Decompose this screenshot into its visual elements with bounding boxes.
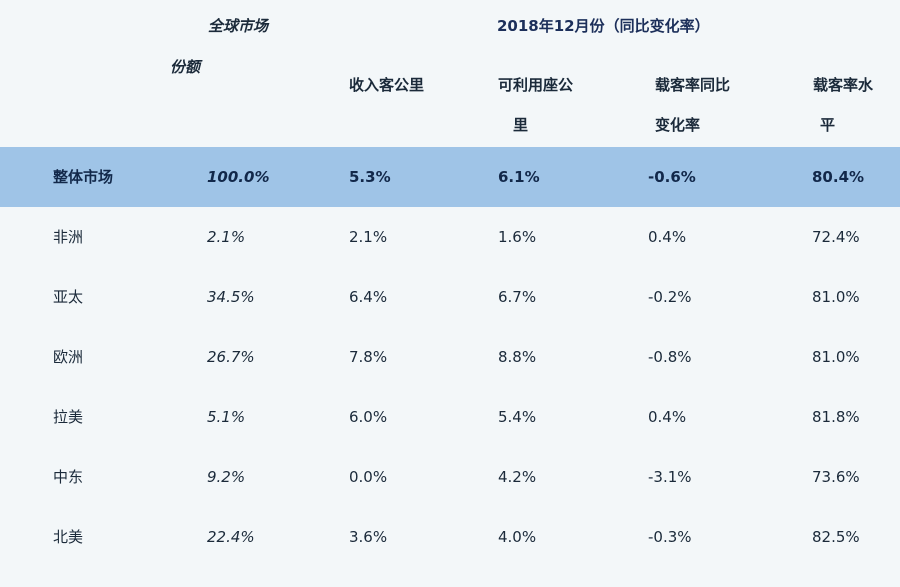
plf-cell: 81.0%	[812, 288, 860, 306]
plf-cell: 80.4%	[812, 168, 865, 186]
ask-cell: 8.8%	[498, 348, 537, 366]
ask-cell: 1.6%	[498, 228, 537, 246]
plf-cell: 81.8%	[812, 408, 860, 426]
region-cell: 亚太	[53, 288, 84, 306]
plf-cell: 73.6%	[812, 468, 860, 486]
share-cell: 26.7%	[207, 348, 255, 366]
rpk-cell: 0.0%	[349, 468, 388, 486]
plf-cell: 81.0%	[812, 348, 860, 366]
plf-change-cell: -0.2%	[648, 288, 692, 306]
plf-change-cell: -0.3%	[648, 528, 692, 546]
header-ask-line2: 里	[513, 116, 529, 134]
plf-change-cell: -0.8%	[648, 348, 692, 366]
table-row: 亚太 34.5% 6.4% 6.7% -0.2% 81.0%	[0, 267, 900, 327]
ask-cell: 5.4%	[498, 408, 537, 426]
table-row: 北美 22.4% 3.6% 4.0% -0.3% 82.5%	[0, 507, 900, 567]
plf-change-cell: -0.6%	[648, 168, 696, 186]
plf-change-cell: 0.4%	[648, 408, 687, 426]
table-row-highlight: 整体市场 100.0% 5.3% 6.1% -0.6% 80.4%	[0, 147, 900, 207]
rpk-cell: 3.6%	[349, 528, 388, 546]
table-title: 2018年12月份（同比变化率）	[497, 17, 710, 35]
header-plf-change-line2: 变化率	[655, 116, 701, 134]
rpk-cell: 6.0%	[349, 408, 388, 426]
header-ask-line1: 可利用座公	[498, 76, 574, 94]
rpk-cell: 6.4%	[349, 288, 388, 306]
share-cell: 22.4%	[207, 528, 255, 546]
header-share-line1: 全球市场	[208, 17, 269, 35]
rpk-cell: 2.1%	[349, 228, 388, 246]
header-plf-line1: 载客率水	[813, 76, 874, 94]
region-cell: 整体市场	[53, 168, 114, 186]
table-row: 中东 9.2% 0.0% 4.2% -3.1% 73.6%	[0, 447, 900, 507]
share-cell: 5.1%	[207, 408, 246, 426]
table-row: 欧洲 26.7% 7.8% 8.8% -0.8% 81.0%	[0, 327, 900, 387]
region-cell: 北美	[53, 528, 84, 546]
plf-change-cell: -3.1%	[648, 468, 692, 486]
region-cell: 非洲	[53, 228, 84, 246]
ask-cell: 4.2%	[498, 468, 537, 486]
ask-cell: 4.0%	[498, 528, 537, 546]
plf-change-cell: 0.4%	[648, 228, 687, 246]
share-cell: 100.0%	[207, 168, 270, 186]
share-cell: 9.2%	[207, 468, 246, 486]
header-share-line2: 份额	[170, 58, 201, 76]
table-row: 拉美 5.1% 6.0% 5.4% 0.4% 81.8%	[0, 387, 900, 447]
rpk-cell: 7.8%	[349, 348, 388, 366]
table-row: 非洲 2.1% 2.1% 1.6% 0.4% 72.4%	[0, 207, 900, 267]
share-cell: 34.5%	[207, 288, 255, 306]
header-plf-line2: 平	[820, 116, 836, 134]
plf-cell: 82.5%	[812, 528, 860, 546]
region-cell: 拉美	[53, 408, 84, 426]
header-plf-change-line1: 载客率同比	[655, 76, 731, 94]
region-cell: 欧洲	[53, 348, 84, 366]
region-cell: 中东	[53, 468, 84, 486]
ask-cell: 6.1%	[498, 168, 540, 186]
rpk-cell: 5.3%	[349, 168, 391, 186]
ask-cell: 6.7%	[498, 288, 537, 306]
plf-cell: 72.4%	[812, 228, 860, 246]
share-cell: 2.1%	[207, 228, 246, 246]
header-rpk: 收入客公里	[349, 76, 425, 94]
